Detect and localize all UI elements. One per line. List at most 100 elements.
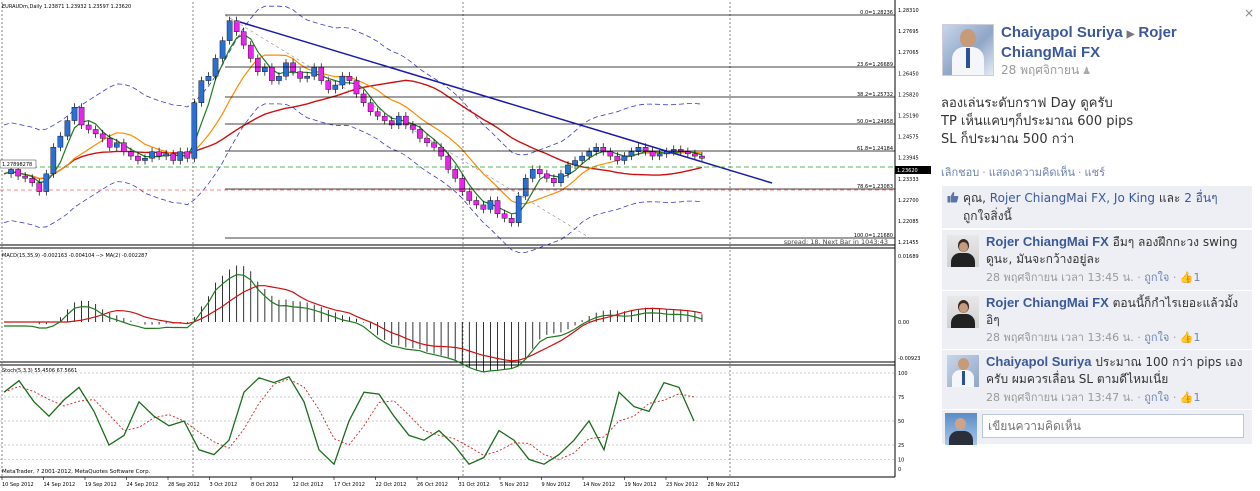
candle-body (621, 155, 628, 161)
macd-signal-line (4, 285, 703, 362)
candle-body (262, 67, 268, 72)
viewer-avatar (945, 413, 977, 445)
comment-meta: 28 พฤศจิกายน เวลา 13:47 น. · ถูกใจ · 👍1 (986, 391, 1201, 404)
candle-body (71, 107, 78, 121)
post-target-link[interactable]: Rojer ChiangMai FX (1001, 24, 1177, 61)
commenter-avatar[interactable] (947, 296, 979, 328)
candle-body (254, 58, 261, 72)
share-link[interactable]: แชร์ (1084, 166, 1106, 179)
date-axis-label: 31 Oct 2012 (459, 482, 490, 488)
likers-link[interactable]: Rojer ChiangMai FX, Jo King (989, 191, 1156, 205)
candle-body (177, 151, 184, 161)
candle-body (36, 182, 43, 192)
candle-body (57, 135, 64, 148)
fibonacci-label: 61.8=1.24184 (857, 146, 893, 152)
candle-body (15, 169, 21, 177)
likes-summary: คุณ, Rojer ChiangMai FX, Jo King และ 2 อ… (942, 186, 1252, 228)
post-author-link[interactable]: Chaiyapol Suriya (1001, 24, 1123, 41)
thumbs-up-icon (947, 192, 959, 203)
other-likers-link[interactable]: 2 อื่นๆ (1184, 191, 1218, 205)
fibonacci-label: 50.0=1.24958 (857, 119, 893, 125)
candle-body (593, 146, 599, 152)
post-line: SL ก็ประมาณ 500 กว่า (941, 132, 1075, 147)
comment-link[interactable]: แสดงความคิดเห็น (988, 166, 1076, 179)
comment-text: ประมาณ 100 กว่า pips เองครับ ผมควรเลื่อน… (986, 355, 1243, 386)
commenter-name[interactable]: Rojer ChiangMai FX (986, 295, 1109, 310)
candle-body (558, 173, 564, 183)
comment-like-count[interactable]: 👍1 (1179, 331, 1201, 344)
candle-body (487, 200, 494, 210)
candle-body (529, 169, 536, 179)
candle-body (219, 40, 226, 59)
candle-body (85, 124, 92, 130)
candle-body (685, 151, 691, 155)
unlike-link[interactable]: เลิกชอบ (941, 166, 980, 179)
trendline (239, 21, 773, 184)
candle-body (438, 146, 444, 157)
candle-body (212, 58, 219, 77)
date-axis-label: 17 Oct 2012 (334, 482, 365, 488)
commenter-name[interactable]: Chaiyapol Suriya (986, 354, 1092, 369)
comment-like-link[interactable]: ถูกใจ (1144, 391, 1170, 404)
candle-body (522, 178, 529, 197)
facebook-post-panel: × Chaiyapol Suriya ▶ Rojer ChiangMai FX 28… (935, 0, 1260, 491)
price-axis-label: 1.23333 (898, 177, 919, 183)
candle-body (628, 151, 635, 157)
chart-canvas[interactable]: 1.28310 1.27695 1.27065 1.26450 1.25820 1.251… (0, 0, 935, 491)
metatrader-chart[interactable]: 1.28310 1.27695 1.27065 1.26450 1.25820 1.251… (0, 0, 935, 491)
date-axis-label: 5 Nov 2012 (500, 482, 529, 488)
post-timestamp[interactable]: 28 พฤศจิกายน ♟ (1001, 63, 1092, 77)
candle-body (692, 153, 698, 157)
candle-body (459, 178, 466, 192)
candle-body (106, 138, 113, 148)
fibonacci-label: 38.2=1.25732 (857, 92, 893, 98)
candle-body (142, 158, 148, 161)
post-line: TP เห็นแคบๆก็ประมาณ 600 pips (941, 114, 1134, 129)
thumbs-up-icon: 👍 (1179, 391, 1194, 404)
candle-body (600, 146, 607, 152)
author-avatar[interactable] (942, 24, 994, 76)
commenter-avatar[interactable] (947, 355, 979, 387)
comment-like-count[interactable]: 👍1 (1179, 391, 1201, 404)
close-icon[interactable]: × (1243, 6, 1254, 20)
candle-body (572, 160, 578, 166)
price-axis-label: 1.25820 (898, 92, 919, 98)
price-axis-label: 1.26450 (898, 71, 919, 77)
candle-body (508, 218, 515, 223)
commenter-avatar[interactable] (947, 235, 979, 267)
stochastic-signal-line (3, 378, 695, 460)
comment-like-link[interactable]: ถูกใจ (1144, 271, 1170, 284)
date-axis-label: 14 Nov 2012 (583, 482, 615, 488)
candle-body (92, 129, 99, 135)
slow-moving-average (3, 79, 703, 180)
post-author-line: Chaiyapol Suriya ▶ Rojer ChiangMai FX (1001, 24, 1256, 62)
candle-body (149, 151, 155, 159)
candle-body (29, 178, 36, 183)
post-line: ลองเล่นระดับกราฟ Day ดูครับ (941, 96, 1113, 111)
comment-input[interactable] (982, 414, 1244, 438)
candle-body (269, 67, 275, 81)
candle-body (367, 102, 374, 112)
candle-body (452, 169, 459, 179)
candle-body (247, 44, 254, 59)
fast-moving-average (3, 33, 703, 215)
macd-axis-label: 0.00 (898, 320, 909, 326)
date-axis-label: 24 Sep 2012 (127, 482, 159, 488)
comment-like-link[interactable]: ถูกใจ (1144, 331, 1170, 344)
spread-label: spread: 18. Next Bar in 1043:43 (784, 238, 888, 246)
comment-meta: 28 พฤศจิกายน เวลา 13:46 น. · ถูกใจ · 👍1 (986, 331, 1201, 344)
candle-body (304, 75, 310, 79)
commenter-name[interactable]: Rojer ChiangMai FX (986, 234, 1109, 249)
comment-like-count[interactable]: 👍1 (1179, 271, 1201, 284)
candle-body (339, 75, 346, 86)
action-separator: · (1078, 166, 1082, 179)
price-axis-label: 1.25190 (898, 114, 919, 120)
stochastic-axis-label: 10 (898, 457, 904, 463)
date-axis-label: 22 Oct 2012 (376, 482, 407, 488)
stochastic-axis-label: 50 (898, 419, 904, 425)
candle-body (198, 80, 205, 103)
bollinger-upper-band (3, 5, 702, 156)
stochastic-axis-label: 25 (898, 443, 904, 449)
candle-body (381, 115, 388, 121)
candle-body (431, 142, 437, 148)
